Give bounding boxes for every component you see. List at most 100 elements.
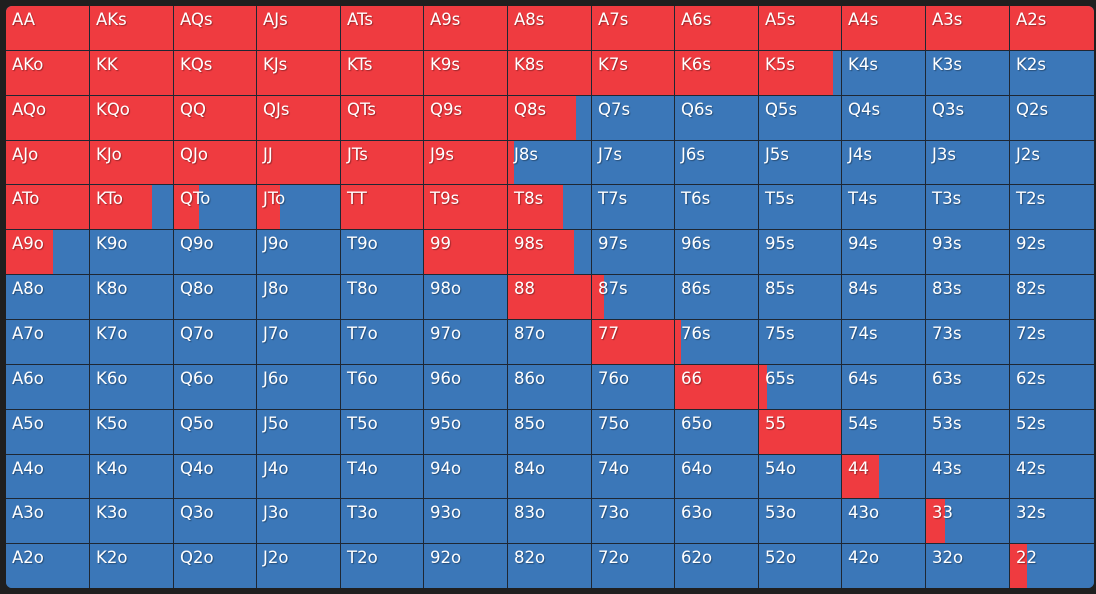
hand-cell-K7o[interactable]: K7o <box>90 320 174 365</box>
hand-cell-AJs[interactable]: AJs <box>257 6 341 51</box>
hand-cell-KQo[interactable]: KQo <box>90 96 174 141</box>
hand-cell-T3s[interactable]: T3s <box>926 185 1010 230</box>
hand-cell-96s[interactable]: 96s <box>675 230 759 275</box>
hand-cell-T9o[interactable]: T9o <box>341 230 424 275</box>
hand-cell-AJo[interactable]: AJo <box>6 141 90 185</box>
hand-cell-94o[interactable]: 94o <box>424 455 508 499</box>
hand-cell-T9s[interactable]: T9s <box>424 185 508 230</box>
hand-cell-QTs[interactable]: QTs <box>341 96 424 141</box>
hand-cell-T5o[interactable]: T5o <box>341 410 424 455</box>
hand-cell-42s[interactable]: 42s <box>1010 455 1094 499</box>
hand-cell-Q9o[interactable]: Q9o <box>174 230 257 275</box>
hand-cell-74s[interactable]: 74s <box>842 320 926 365</box>
hand-cell-T8o[interactable]: T8o <box>341 275 424 320</box>
hand-cell-63s[interactable]: 63s <box>926 365 1010 410</box>
hand-cell-Q7s[interactable]: Q7s <box>592 96 675 141</box>
hand-cell-AKo[interactable]: AKo <box>6 51 90 96</box>
hand-cell-Q2o[interactable]: Q2o <box>174 544 257 588</box>
hand-cell-A5o[interactable]: A5o <box>6 410 90 455</box>
hand-cell-A8o[interactable]: A8o <box>6 275 90 320</box>
hand-cell-JJ[interactable]: JJ <box>257 141 341 185</box>
hand-cell-53o[interactable]: 53o <box>759 499 842 544</box>
hand-cell-J8o[interactable]: J8o <box>257 275 341 320</box>
hand-cell-T6s[interactable]: T6s <box>675 185 759 230</box>
hand-cell-KJo[interactable]: KJo <box>90 141 174 185</box>
hand-cell-97o[interactable]: 97o <box>424 320 508 365</box>
hand-cell-T7o[interactable]: T7o <box>341 320 424 365</box>
hand-cell-KJs[interactable]: KJs <box>257 51 341 96</box>
hand-cell-86s[interactable]: 86s <box>675 275 759 320</box>
hand-cell-T4s[interactable]: T4s <box>842 185 926 230</box>
hand-cell-86o[interactable]: 86o <box>508 365 592 410</box>
hand-cell-43s[interactable]: 43s <box>926 455 1010 499</box>
hand-cell-A3s[interactable]: A3s <box>926 6 1010 51</box>
hand-cell-K6o[interactable]: K6o <box>90 365 174 410</box>
hand-cell-AQs[interactable]: AQs <box>174 6 257 51</box>
hand-cell-ATo[interactable]: ATo <box>6 185 90 230</box>
hand-cell-J9s[interactable]: J9s <box>424 141 508 185</box>
hand-cell-65o[interactable]: 65o <box>675 410 759 455</box>
hand-cell-Q5o[interactable]: Q5o <box>174 410 257 455</box>
hand-cell-84o[interactable]: 84o <box>508 455 592 499</box>
hand-cell-Q4s[interactable]: Q4s <box>842 96 926 141</box>
hand-cell-Q5s[interactable]: Q5s <box>759 96 842 141</box>
hand-cell-33[interactable]: 33 <box>926 499 1010 544</box>
hand-cell-65s[interactable]: 65s <box>759 365 842 410</box>
hand-cell-Q9s[interactable]: Q9s <box>424 96 508 141</box>
hand-cell-JTo[interactable]: JTo <box>257 185 341 230</box>
hand-cell-A5s[interactable]: A5s <box>759 6 842 51</box>
hand-cell-63o[interactable]: 63o <box>675 499 759 544</box>
hand-cell-96o[interactable]: 96o <box>424 365 508 410</box>
hand-cell-A2o[interactable]: A2o <box>6 544 90 588</box>
hand-cell-43o[interactable]: 43o <box>842 499 926 544</box>
hand-cell-K3o[interactable]: K3o <box>90 499 174 544</box>
hand-cell-J2o[interactable]: J2o <box>257 544 341 588</box>
hand-cell-QJo[interactable]: QJo <box>174 141 257 185</box>
hand-cell-J6o[interactable]: J6o <box>257 365 341 410</box>
hand-cell-T5s[interactable]: T5s <box>759 185 842 230</box>
hand-cell-72s[interactable]: 72s <box>1010 320 1094 365</box>
hand-cell-73o[interactable]: 73o <box>592 499 675 544</box>
hand-cell-75s[interactable]: 75s <box>759 320 842 365</box>
hand-cell-T8s[interactable]: T8s <box>508 185 592 230</box>
hand-cell-K9o[interactable]: K9o <box>90 230 174 275</box>
hand-cell-K2s[interactable]: K2s <box>1010 51 1094 96</box>
hand-cell-93o[interactable]: 93o <box>424 499 508 544</box>
hand-cell-A4o[interactable]: A4o <box>6 455 90 499</box>
hand-cell-T3o[interactable]: T3o <box>341 499 424 544</box>
hand-cell-J4s[interactable]: J4s <box>842 141 926 185</box>
hand-cell-85o[interactable]: 85o <box>508 410 592 455</box>
hand-cell-73s[interactable]: 73s <box>926 320 1010 365</box>
hand-cell-Q3s[interactable]: Q3s <box>926 96 1010 141</box>
hand-cell-QJs[interactable]: QJs <box>257 96 341 141</box>
hand-cell-Q7o[interactable]: Q7o <box>174 320 257 365</box>
hand-cell-Q2s[interactable]: Q2s <box>1010 96 1094 141</box>
hand-cell-K4s[interactable]: K4s <box>842 51 926 96</box>
hand-cell-98o[interactable]: 98o <box>424 275 508 320</box>
hand-cell-Q6o[interactable]: Q6o <box>174 365 257 410</box>
hand-cell-J5o[interactable]: J5o <box>257 410 341 455</box>
hand-cell-J2s[interactable]: J2s <box>1010 141 1094 185</box>
hand-cell-55[interactable]: 55 <box>759 410 842 455</box>
hand-cell-77[interactable]: 77 <box>592 320 675 365</box>
hand-cell-K5s[interactable]: K5s <box>759 51 842 96</box>
hand-cell-85s[interactable]: 85s <box>759 275 842 320</box>
hand-cell-K3s[interactable]: K3s <box>926 51 1010 96</box>
hand-cell-94s[interactable]: 94s <box>842 230 926 275</box>
hand-cell-92s[interactable]: 92s <box>1010 230 1094 275</box>
hand-cell-K8s[interactable]: K8s <box>508 51 592 96</box>
hand-cell-75o[interactable]: 75o <box>592 410 675 455</box>
hand-cell-A2s[interactable]: A2s <box>1010 6 1094 51</box>
hand-cell-KTs[interactable]: KTs <box>341 51 424 96</box>
hand-cell-76o[interactable]: 76o <box>592 365 675 410</box>
hand-cell-52s[interactable]: 52s <box>1010 410 1094 455</box>
hand-cell-J7o[interactable]: J7o <box>257 320 341 365</box>
hand-cell-K5o[interactable]: K5o <box>90 410 174 455</box>
hand-cell-A4s[interactable]: A4s <box>842 6 926 51</box>
hand-cell-QTo[interactable]: QTo <box>174 185 257 230</box>
hand-cell-72o[interactable]: 72o <box>592 544 675 588</box>
hand-cell-Q3o[interactable]: Q3o <box>174 499 257 544</box>
hand-cell-83s[interactable]: 83s <box>926 275 1010 320</box>
hand-cell-A7s[interactable]: A7s <box>592 6 675 51</box>
hand-cell-97s[interactable]: 97s <box>592 230 675 275</box>
